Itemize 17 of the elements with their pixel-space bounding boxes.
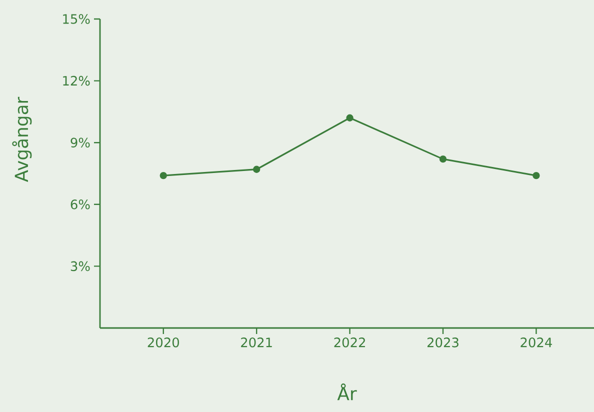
x-tick-label: 2021 [241,338,272,348]
point [160,172,167,180]
point [253,166,260,173]
point [346,114,354,122]
x-tick-label: 2020 [148,338,179,348]
x-tick-label: 2022 [334,338,365,348]
point [532,172,540,180]
y-tick-label: 3% [70,261,90,272]
point [439,155,447,163]
y-tick-label: 6% [70,200,90,210]
y-tick-label: 12% [63,76,90,86]
x-axis-title: År [337,384,357,400]
x-tick-label: 2024 [520,338,552,348]
x-tick-label: 2023 [427,338,458,348]
y-axis-title: Avgångar [12,96,32,182]
y-tick-label: 15% [63,14,90,24]
y-tick-label: 9% [70,138,90,148]
